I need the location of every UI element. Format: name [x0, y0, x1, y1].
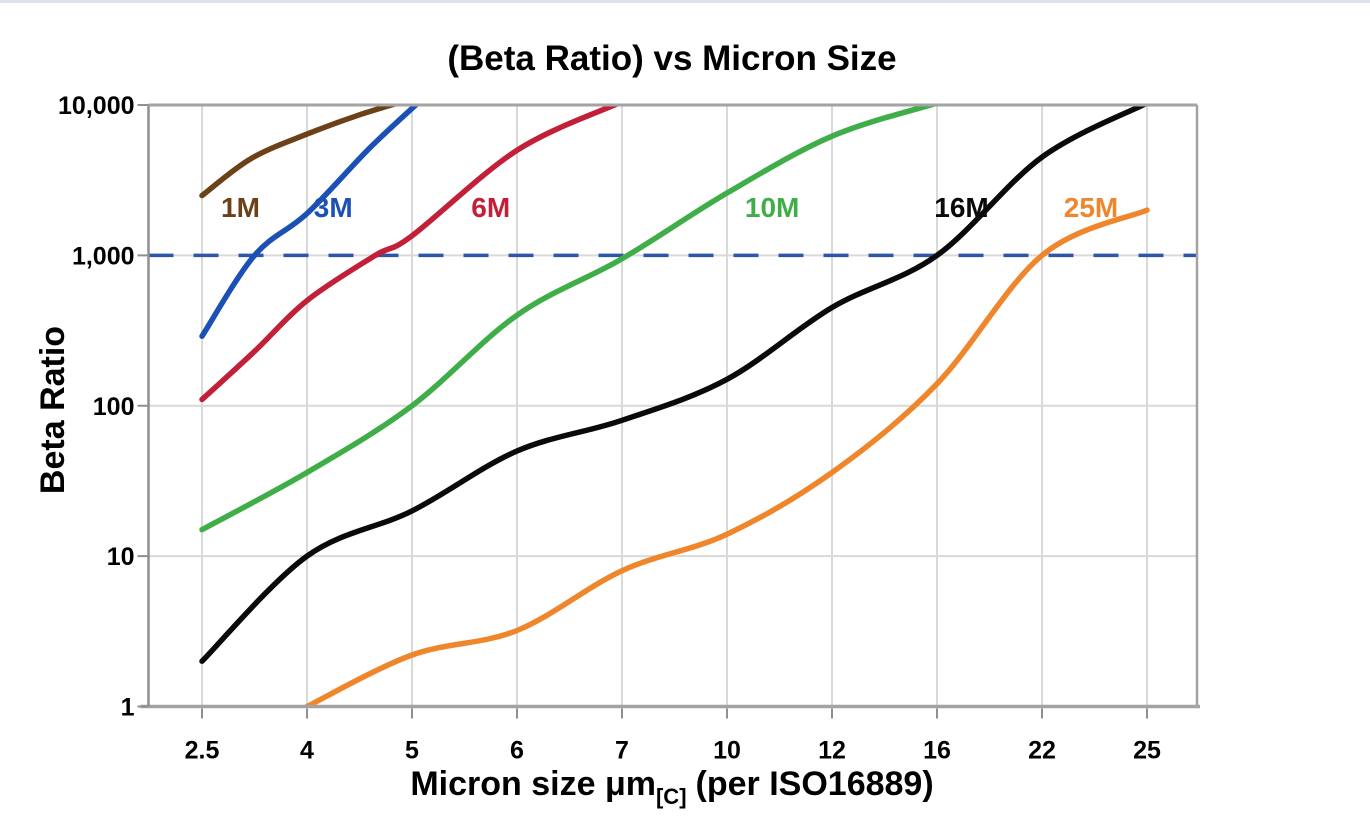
series-curve-1M: [199, 105, 401, 199]
series-inline-labels: 1M 3M 6M 10M 16M 25M: [221, 192, 1118, 223]
plot-frame: [140, 103, 1200, 709]
series-curve-6M: [199, 105, 621, 403]
series-label-25M: 25M: [1064, 192, 1118, 223]
x-tick-label: 5: [405, 737, 419, 765]
series-label-16M: 16M: [934, 192, 988, 223]
series-curve-10M: [199, 105, 939, 533]
x-tick-label: 12: [818, 737, 846, 765]
series-label-1M: 1M: [221, 192, 260, 223]
axis-tick-labels: 2.5 4 5 6 7 10 12 16 22 25 1 10 100 1,000 10,000: [58, 92, 1161, 765]
series-curve-3M: [199, 105, 420, 339]
x-axis-title-subscript: [C]: [656, 784, 687, 809]
x-tick-label: 16: [923, 737, 951, 765]
series-curve-25M: [304, 207, 1150, 707]
window-top-divider: [0, 0, 1370, 3]
y-axis-title: Beta Ratio: [34, 326, 72, 494]
x-tick-label: 22: [1028, 737, 1056, 765]
y-tick-label: 1,000: [72, 242, 135, 270]
y-tick-label: 1: [121, 694, 135, 722]
series-curve-16M: [199, 105, 1149, 664]
y-tick-label: 10: [107, 543, 135, 571]
y-tick-label: 100: [93, 393, 135, 421]
x-tick-label: 6: [510, 737, 524, 765]
x-axis-title-main: Micron size μm: [410, 765, 656, 803]
x-tick-label: 25: [1133, 737, 1161, 765]
series-label-6M: 6M: [471, 192, 510, 223]
x-tick-label: 2.5: [185, 737, 220, 765]
series-label-3M: 3M: [314, 192, 353, 223]
x-axis-title-tail: (per ISO16889): [696, 765, 934, 803]
x-tick-label: 4: [300, 737, 314, 765]
x-tick-label: 7: [615, 737, 629, 765]
x-tick-label: 10: [713, 737, 741, 765]
chart-title: (Beta Ratio) vs Micron Size: [447, 39, 896, 78]
y-tick-label: 10,000: [58, 92, 134, 120]
x-axis-title: Micron size μm[C] (per ISO16889): [410, 765, 933, 809]
series-curves: [199, 105, 1150, 707]
axis-ticks: [137, 104, 1148, 719]
series-label-10M: 10M: [745, 192, 799, 223]
